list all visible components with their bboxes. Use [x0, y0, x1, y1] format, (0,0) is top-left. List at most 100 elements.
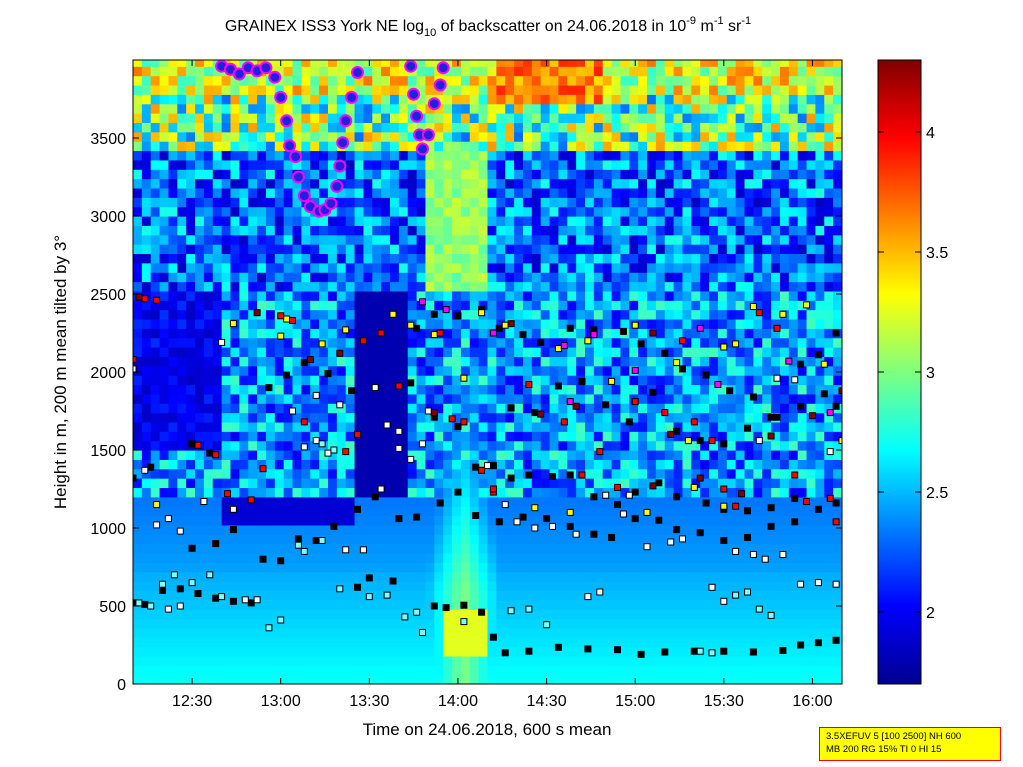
heatmap-cell — [416, 337, 427, 348]
heatmap-cell — [771, 131, 781, 142]
heatmap-cell — [265, 618, 276, 629]
heatmap-cell — [443, 178, 453, 189]
heatmap-cell — [744, 609, 754, 620]
heatmap-cell — [425, 543, 435, 554]
heatmap-cell — [283, 552, 294, 563]
heatmap-cell — [283, 159, 294, 170]
heatmap-cell — [638, 590, 648, 601]
heatmap-cell — [478, 187, 489, 198]
heatmap-cell — [390, 272, 400, 283]
heatmap-cell — [425, 552, 435, 563]
heatmap-cell — [735, 159, 746, 170]
heatmap-cell — [726, 225, 737, 236]
heatmap-cell — [407, 637, 418, 648]
heatmap-cell — [354, 609, 365, 620]
heatmap-cell — [611, 393, 622, 404]
heatmap-cell — [487, 347, 497, 357]
heatmap-cell — [283, 75, 294, 86]
heatmap-cell — [753, 328, 763, 339]
heatmap-cell — [611, 524, 622, 535]
heatmap-cell — [390, 571, 400, 582]
heatmap-cell — [514, 141, 524, 152]
heatmap-cell — [203, 290, 214, 301]
heatmap-cell — [292, 627, 302, 638]
heatmap-cell — [150, 103, 161, 114]
heatmap-cell — [726, 543, 737, 554]
heatmap-cell — [558, 103, 568, 114]
heatmap-cell — [265, 403, 276, 414]
heatmap-cell — [540, 178, 551, 189]
heatmap-cell — [212, 225, 223, 236]
heatmap-cell — [638, 431, 648, 442]
heatmap-cell — [186, 244, 196, 255]
heatmap-cell — [540, 487, 551, 498]
heatmap-cell — [301, 281, 311, 292]
heatmap-cell — [230, 356, 240, 367]
heatmap-cell — [168, 403, 178, 414]
heatmap-cell — [717, 337, 728, 348]
heatmap-cell — [460, 552, 471, 563]
heatmap-cell — [505, 571, 515, 582]
heatmap-cell — [779, 234, 790, 245]
heatmap-cell — [478, 590, 489, 601]
heatmap-cell — [567, 300, 577, 311]
heatmap-cell — [744, 141, 754, 152]
heatmap-cell — [655, 375, 666, 386]
heatmap-cell — [487, 524, 497, 535]
heatmap-cell — [239, 665, 249, 676]
heatmap-cell — [700, 262, 710, 273]
heatmap-cell — [505, 646, 515, 657]
heatmap-cell — [735, 347, 746, 357]
heatmap-cell — [664, 272, 675, 283]
heatmap-cell — [611, 412, 622, 423]
heatmap-cell — [717, 468, 728, 479]
heatmap-cell — [611, 272, 622, 283]
heatmap-cell — [584, 393, 595, 404]
heatmap-cell — [212, 178, 223, 189]
heatmap-cell — [230, 637, 240, 648]
heatmap-cell — [735, 627, 746, 638]
heatmap-cell — [407, 384, 418, 395]
heatmap-cell — [221, 375, 232, 386]
heatmap-cell — [327, 290, 338, 301]
heatmap-cell — [576, 365, 586, 376]
heatmap-cell — [398, 403, 409, 414]
heatmap-cell — [301, 590, 311, 601]
heatmap-cell — [230, 375, 240, 386]
heatmap-cell — [771, 393, 781, 404]
heatmap-cell — [390, 384, 400, 395]
heatmap-cell — [230, 478, 240, 489]
heatmap-cell — [407, 365, 418, 376]
heatmap-cell — [443, 141, 453, 152]
heatmap-cell — [709, 60, 719, 67]
heatmap-cell — [327, 94, 338, 105]
heatmap-cell — [310, 571, 320, 582]
heatmap-cell — [647, 590, 657, 601]
heatmap-cell — [133, 655, 143, 666]
heatmap-cell — [381, 141, 391, 152]
heatmap-cell — [700, 618, 710, 629]
heatmap-cell — [629, 524, 639, 535]
heatmap-cell — [735, 94, 746, 105]
heatmap-cell — [744, 431, 754, 442]
heatmap-cell — [133, 506, 143, 517]
heatmap-cell — [611, 627, 622, 638]
heatmap-cell — [133, 534, 143, 545]
heatmap-cell — [514, 122, 524, 133]
heatmap-cell — [655, 356, 666, 367]
heatmap-cell — [505, 552, 515, 563]
heatmap-cell — [230, 403, 240, 414]
heatmap-cell — [700, 646, 710, 657]
heatmap-cell — [753, 393, 763, 404]
heatmap-cell — [159, 234, 170, 245]
heatmap-cell — [682, 627, 692, 638]
heatmap-cell — [567, 150, 577, 161]
heatmap-cell — [319, 524, 329, 535]
heatmap-cell — [195, 103, 205, 114]
heatmap-cell — [514, 384, 524, 395]
heatmap-cell — [363, 159, 373, 170]
heatmap-cell — [168, 178, 178, 189]
heatmap-cell — [239, 94, 249, 105]
heatmap-cell — [647, 281, 657, 292]
heatmap-cell — [159, 459, 170, 470]
